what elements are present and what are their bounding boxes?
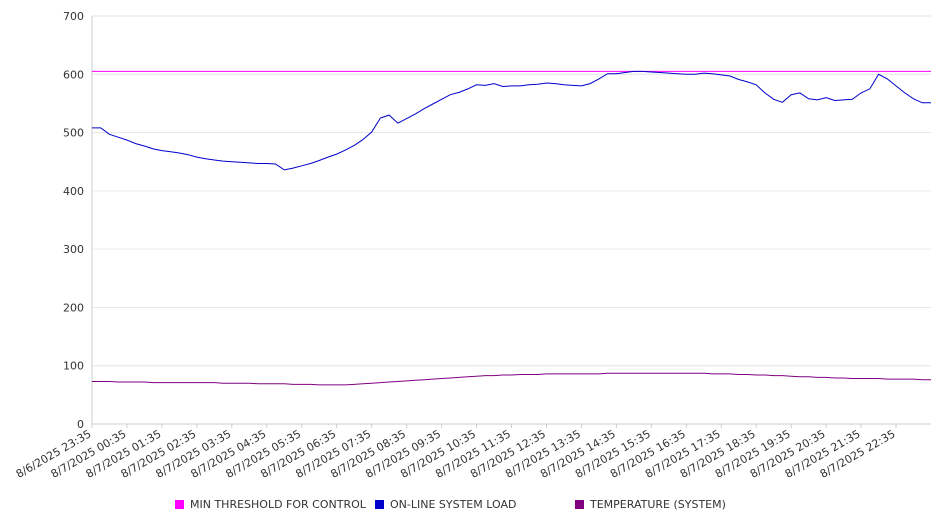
legend-item-load: ON-LINE SYSTEM LOAD bbox=[375, 498, 516, 511]
y-tick-label: 400 bbox=[63, 185, 84, 198]
legend-swatch-threshold bbox=[175, 500, 184, 509]
legend-item-threshold: MIN THRESHOLD FOR CONTROL bbox=[175, 498, 366, 511]
temperature-line bbox=[92, 372, 931, 386]
axis-layer bbox=[91, 16, 931, 428]
legend-item-temperature: TEMPERATURE (SYSTEM) bbox=[575, 498, 726, 511]
legend-swatch-load bbox=[375, 500, 384, 509]
series-layer bbox=[92, 70, 931, 386]
legend-swatch-temperature bbox=[575, 500, 584, 509]
y-tick-label: 300 bbox=[63, 243, 84, 256]
y-tick-label: 100 bbox=[63, 360, 84, 373]
legend-label-load: ON-LINE SYSTEM LOAD bbox=[390, 498, 517, 511]
legend: MIN THRESHOLD FOR CONTROL ON-LINE SYSTEM… bbox=[0, 498, 946, 516]
y-tick-label: 600 bbox=[63, 68, 84, 81]
y-tick-label: 500 bbox=[63, 127, 84, 140]
legend-label-threshold: MIN THRESHOLD FOR CONTROL bbox=[190, 498, 366, 511]
grid-layer bbox=[92, 15, 931, 367]
legend-label-temperature: TEMPERATURE (SYSTEM) bbox=[590, 498, 726, 511]
y-tick-label: 0 bbox=[77, 418, 84, 431]
y-tick-label: 200 bbox=[63, 301, 84, 314]
system-load-line bbox=[92, 70, 931, 171]
y-tick-label: 700 bbox=[63, 10, 84, 23]
